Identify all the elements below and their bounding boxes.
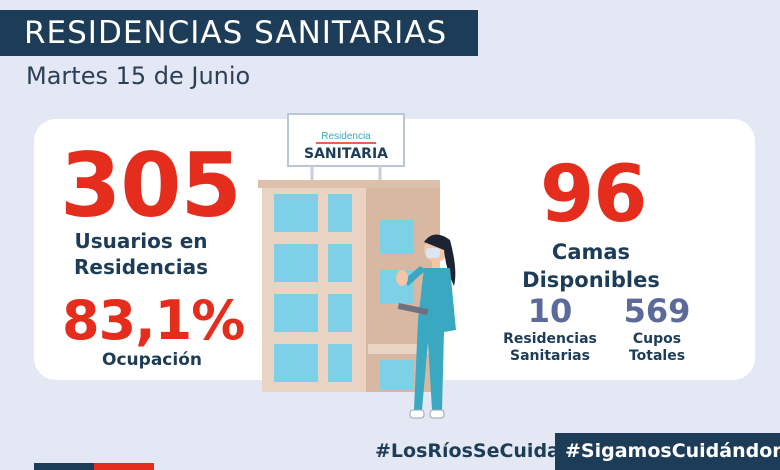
usuarios-label-line1: Usuarios en [74, 229, 208, 253]
ocupacion-value: 83,1% [62, 289, 245, 352]
residencias-label-line1: Residencias [503, 331, 597, 347]
usuarios-value: 305 [60, 134, 242, 237]
building-illustration: Residencia SANITARIA [258, 113, 456, 419]
residencias-label: Residencias Sanitarias [494, 331, 606, 365]
nurse-body [414, 268, 456, 410]
hashtag-los-rios: #LosRíosSeCuida [375, 440, 560, 462]
sign-line1: Residencia [321, 131, 371, 142]
cupos-label: Cupos Totales [610, 331, 704, 365]
flag-stripe-red [94, 463, 154, 470]
nurse-hair [424, 234, 456, 286]
cupos-label-line2: Totales [628, 348, 686, 364]
hashtag-sigamos: #SigamosCuidándonos [555, 433, 780, 470]
usuarios-label-line2: Residencias [74, 255, 208, 279]
camas-label: Camas Disponibles [522, 240, 660, 292]
camas-value: 96 [540, 150, 648, 240]
date-subtitle: Martes 15 de Junio [26, 62, 251, 90]
clipboard [397, 302, 429, 316]
residencias-value: 10 [527, 292, 573, 330]
cupos-label-line1: Cupos [632, 331, 682, 347]
sign-board [287, 113, 405, 167]
nurse-mask [426, 248, 440, 258]
sign-line2: SANITARIA [304, 146, 388, 162]
usuarios-label: Usuarios en Residencias [62, 228, 220, 280]
flag-stripe-blue [34, 463, 94, 470]
ocupacion-label: Ocupación [102, 350, 202, 370]
cupos-value: 569 [623, 292, 691, 330]
page-title: RESIDENCIAS SANITARIAS [0, 10, 478, 56]
residencias-label-line2: Sanitarias [510, 348, 590, 364]
